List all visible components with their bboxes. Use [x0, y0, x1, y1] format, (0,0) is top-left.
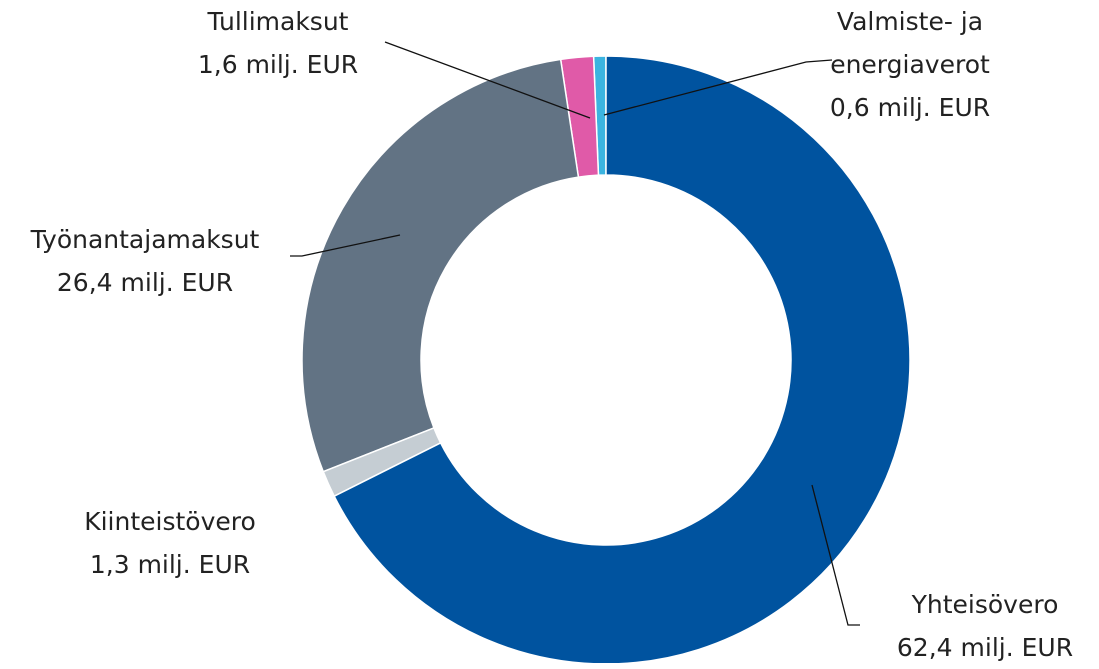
slice-label: Tullimaksut 1,6 milj. EUR: [158, 0, 398, 86]
value-label: 62,4 milj. EUR: [896, 633, 1074, 662]
category-label: Kiinteistövero: [84, 507, 256, 536]
donut-segment: [333, 55, 911, 663]
slice-label: Valmiste- ja energiaverot 0,6 milj. EUR: [810, 0, 1010, 129]
slice-label: Yhteisövero 62,4 milj. EUR: [885, 583, 1085, 669]
category-label: Tullimaksut: [207, 7, 349, 36]
donut-segment: [301, 58, 580, 473]
category-label: Valmiste- ja energiaverot: [830, 7, 990, 79]
leader-line: [811, 484, 860, 626]
slice-label: Työnantajamaksut 26,4 milj. EUR: [0, 218, 295, 304]
value-label: 26,4 milj. EUR: [56, 268, 234, 297]
category-label: Yhteisövero: [911, 590, 1059, 619]
leader-line: [603, 59, 833, 116]
category-label: Työnantajamaksut: [30, 225, 260, 254]
value-label: 0,6 milj. EUR: [829, 93, 991, 122]
donut-segment: [559, 55, 600, 178]
leader-line: [290, 234, 401, 257]
slice-label: Kiinteistövero 1,3 milj. EUR: [40, 500, 300, 586]
leader-line: [384, 41, 591, 119]
value-label: 1,3 milj. EUR: [89, 550, 251, 579]
donut-segment: [322, 426, 442, 498]
value-label: 1,6 milj. EUR: [197, 50, 359, 79]
